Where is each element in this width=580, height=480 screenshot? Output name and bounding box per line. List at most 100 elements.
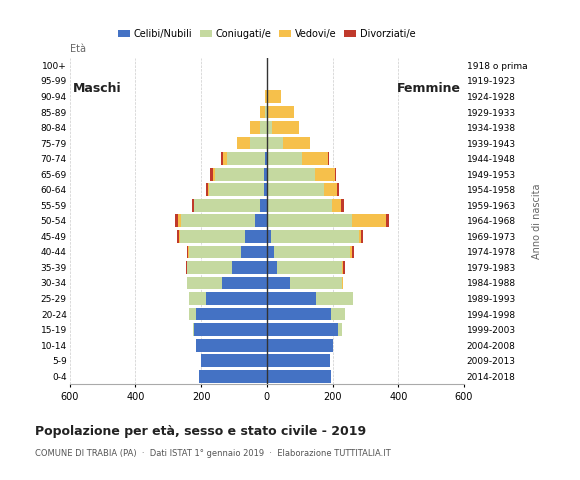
Bar [227, 152, 265, 165]
Text: Popolazione per età, sesso e stato civile - 2019: Popolazione per età, sesso e stato civil… [35, 425, 366, 438]
Bar [263, 183, 267, 196]
Bar [260, 199, 267, 212]
Bar [302, 152, 328, 165]
Bar [283, 137, 310, 149]
Bar [342, 261, 343, 274]
Bar [267, 308, 331, 321]
Text: Età: Età [70, 45, 86, 55]
Bar [271, 121, 299, 134]
Bar [222, 152, 223, 165]
Bar [179, 230, 180, 243]
Bar [189, 292, 206, 305]
Bar [267, 354, 330, 367]
Bar [175, 215, 178, 227]
Bar [187, 245, 188, 258]
Bar [339, 323, 342, 336]
Bar [267, 183, 269, 196]
Bar [194, 199, 260, 212]
Bar [209, 183, 263, 196]
Bar [328, 152, 329, 165]
Legend: Celibi/Nubili, Coniugati/e, Vedovi/e, Divorziati/e: Celibi/Nubili, Coniugati/e, Vedovi/e, Di… [114, 25, 419, 43]
Bar [290, 276, 342, 289]
Bar [316, 292, 353, 305]
Bar [189, 308, 196, 321]
Y-axis label: Anno di nascita: Anno di nascita [531, 183, 542, 259]
Bar [267, 168, 316, 180]
Bar [267, 215, 269, 227]
Bar [361, 230, 362, 243]
Bar [267, 74, 269, 87]
Bar [352, 245, 354, 258]
Bar [178, 215, 182, 227]
Bar [324, 183, 338, 196]
Bar [264, 168, 267, 180]
Bar [267, 137, 283, 149]
Bar [194, 323, 267, 336]
Text: Maschi: Maschi [73, 82, 122, 95]
Bar [267, 245, 274, 258]
Bar [267, 261, 277, 274]
Bar [245, 230, 267, 243]
Bar [267, 106, 293, 119]
Bar [335, 168, 336, 180]
Bar [267, 90, 281, 103]
Bar [274, 245, 350, 258]
Bar [269, 183, 324, 196]
Bar [180, 230, 245, 243]
Bar [196, 308, 267, 321]
Bar [265, 90, 267, 103]
Bar [340, 199, 344, 212]
Bar [260, 106, 265, 119]
Bar [196, 339, 267, 351]
Bar [206, 183, 208, 196]
Text: COMUNE DI TRABIA (PA)  ·  Dati ISTAT 1° gennaio 2019  ·  Elaborazione TUTTITALIA: COMUNE DI TRABIA (PA) · Dati ISTAT 1° ge… [35, 449, 390, 458]
Bar [208, 183, 209, 196]
Bar [386, 215, 389, 227]
Bar [265, 152, 267, 165]
Bar [177, 230, 179, 243]
Bar [251, 137, 267, 149]
Bar [182, 215, 255, 227]
Bar [352, 215, 386, 227]
Bar [338, 183, 339, 196]
Bar [277, 261, 342, 274]
Bar [191, 199, 194, 212]
Bar [267, 152, 302, 165]
Text: Femmine: Femmine [397, 82, 461, 95]
Bar [267, 339, 333, 351]
Bar [186, 261, 187, 274]
Bar [187, 276, 222, 289]
Bar [359, 230, 361, 243]
Bar [267, 323, 339, 336]
Bar [241, 245, 267, 258]
Bar [343, 261, 345, 274]
Bar [271, 230, 359, 243]
Bar [260, 121, 267, 134]
Bar [213, 168, 215, 180]
Bar [269, 199, 332, 212]
Bar [223, 152, 227, 165]
Bar [210, 168, 213, 180]
Bar [267, 276, 290, 289]
Bar [267, 199, 269, 212]
Bar [187, 261, 232, 274]
Bar [267, 230, 271, 243]
Bar [188, 245, 241, 258]
Bar [200, 370, 267, 383]
Bar [331, 308, 345, 321]
Bar [188, 245, 189, 258]
Bar [267, 121, 271, 134]
Bar [206, 292, 267, 305]
Bar [267, 292, 316, 305]
Bar [332, 199, 341, 212]
Bar [251, 121, 260, 134]
Bar [215, 168, 264, 180]
Bar [222, 276, 267, 289]
Bar [232, 261, 267, 274]
Bar [316, 168, 335, 180]
Bar [265, 106, 267, 119]
Bar [342, 276, 343, 289]
Bar [267, 370, 331, 383]
Bar [350, 245, 352, 258]
Bar [193, 323, 194, 336]
